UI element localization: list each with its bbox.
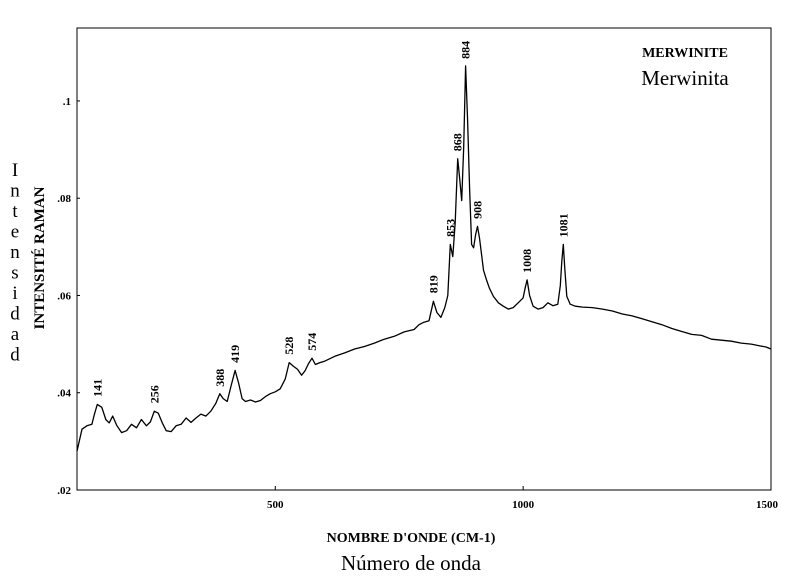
x-tick-label: 1000	[512, 499, 535, 511]
peak-label: 908	[471, 201, 485, 219]
y-axis-label: INTENSITÉ RAMAN	[31, 186, 48, 329]
peak-label: 141	[90, 379, 104, 397]
x-tick-label: 500	[267, 499, 284, 511]
peak-label: 868	[451, 133, 465, 151]
peak-label: 853	[443, 219, 457, 237]
peak-label: 574	[305, 333, 319, 351]
peak-label: 256	[147, 385, 161, 403]
y-tick-label: .06	[57, 290, 71, 302]
y-tick-label: .04	[57, 388, 71, 400]
peak-label: 1008	[520, 249, 534, 273]
plot-frame	[76, 27, 772, 491]
peak-label: 419	[228, 345, 242, 363]
peak-label: 1081	[556, 213, 570, 237]
x-tick-label: 1500	[756, 499, 779, 511]
chart-title: MERWINITE	[642, 46, 728, 61]
y-tick-label: .08	[57, 193, 71, 205]
spectrum-line	[76, 65, 772, 452]
x-axis-ticks: 500 1000 1500	[267, 486, 779, 511]
chart-subtitle: Merwinita	[641, 66, 729, 90]
peak-label: 819	[426, 275, 440, 293]
peak-label: 528	[282, 337, 296, 355]
y-tick-label: .02	[57, 485, 71, 497]
x-axis-label: NOMBRE D'ONDE (CM-1)	[327, 531, 496, 546]
y-axis-ticks: .02 .04 .06 .08 .1	[57, 96, 80, 497]
x-axis-label-es: Número de onda	[341, 551, 482, 575]
peak-label: 884	[459, 41, 473, 59]
peak-label: 388	[213, 369, 227, 387]
y-tick-label: .1	[63, 96, 71, 108]
